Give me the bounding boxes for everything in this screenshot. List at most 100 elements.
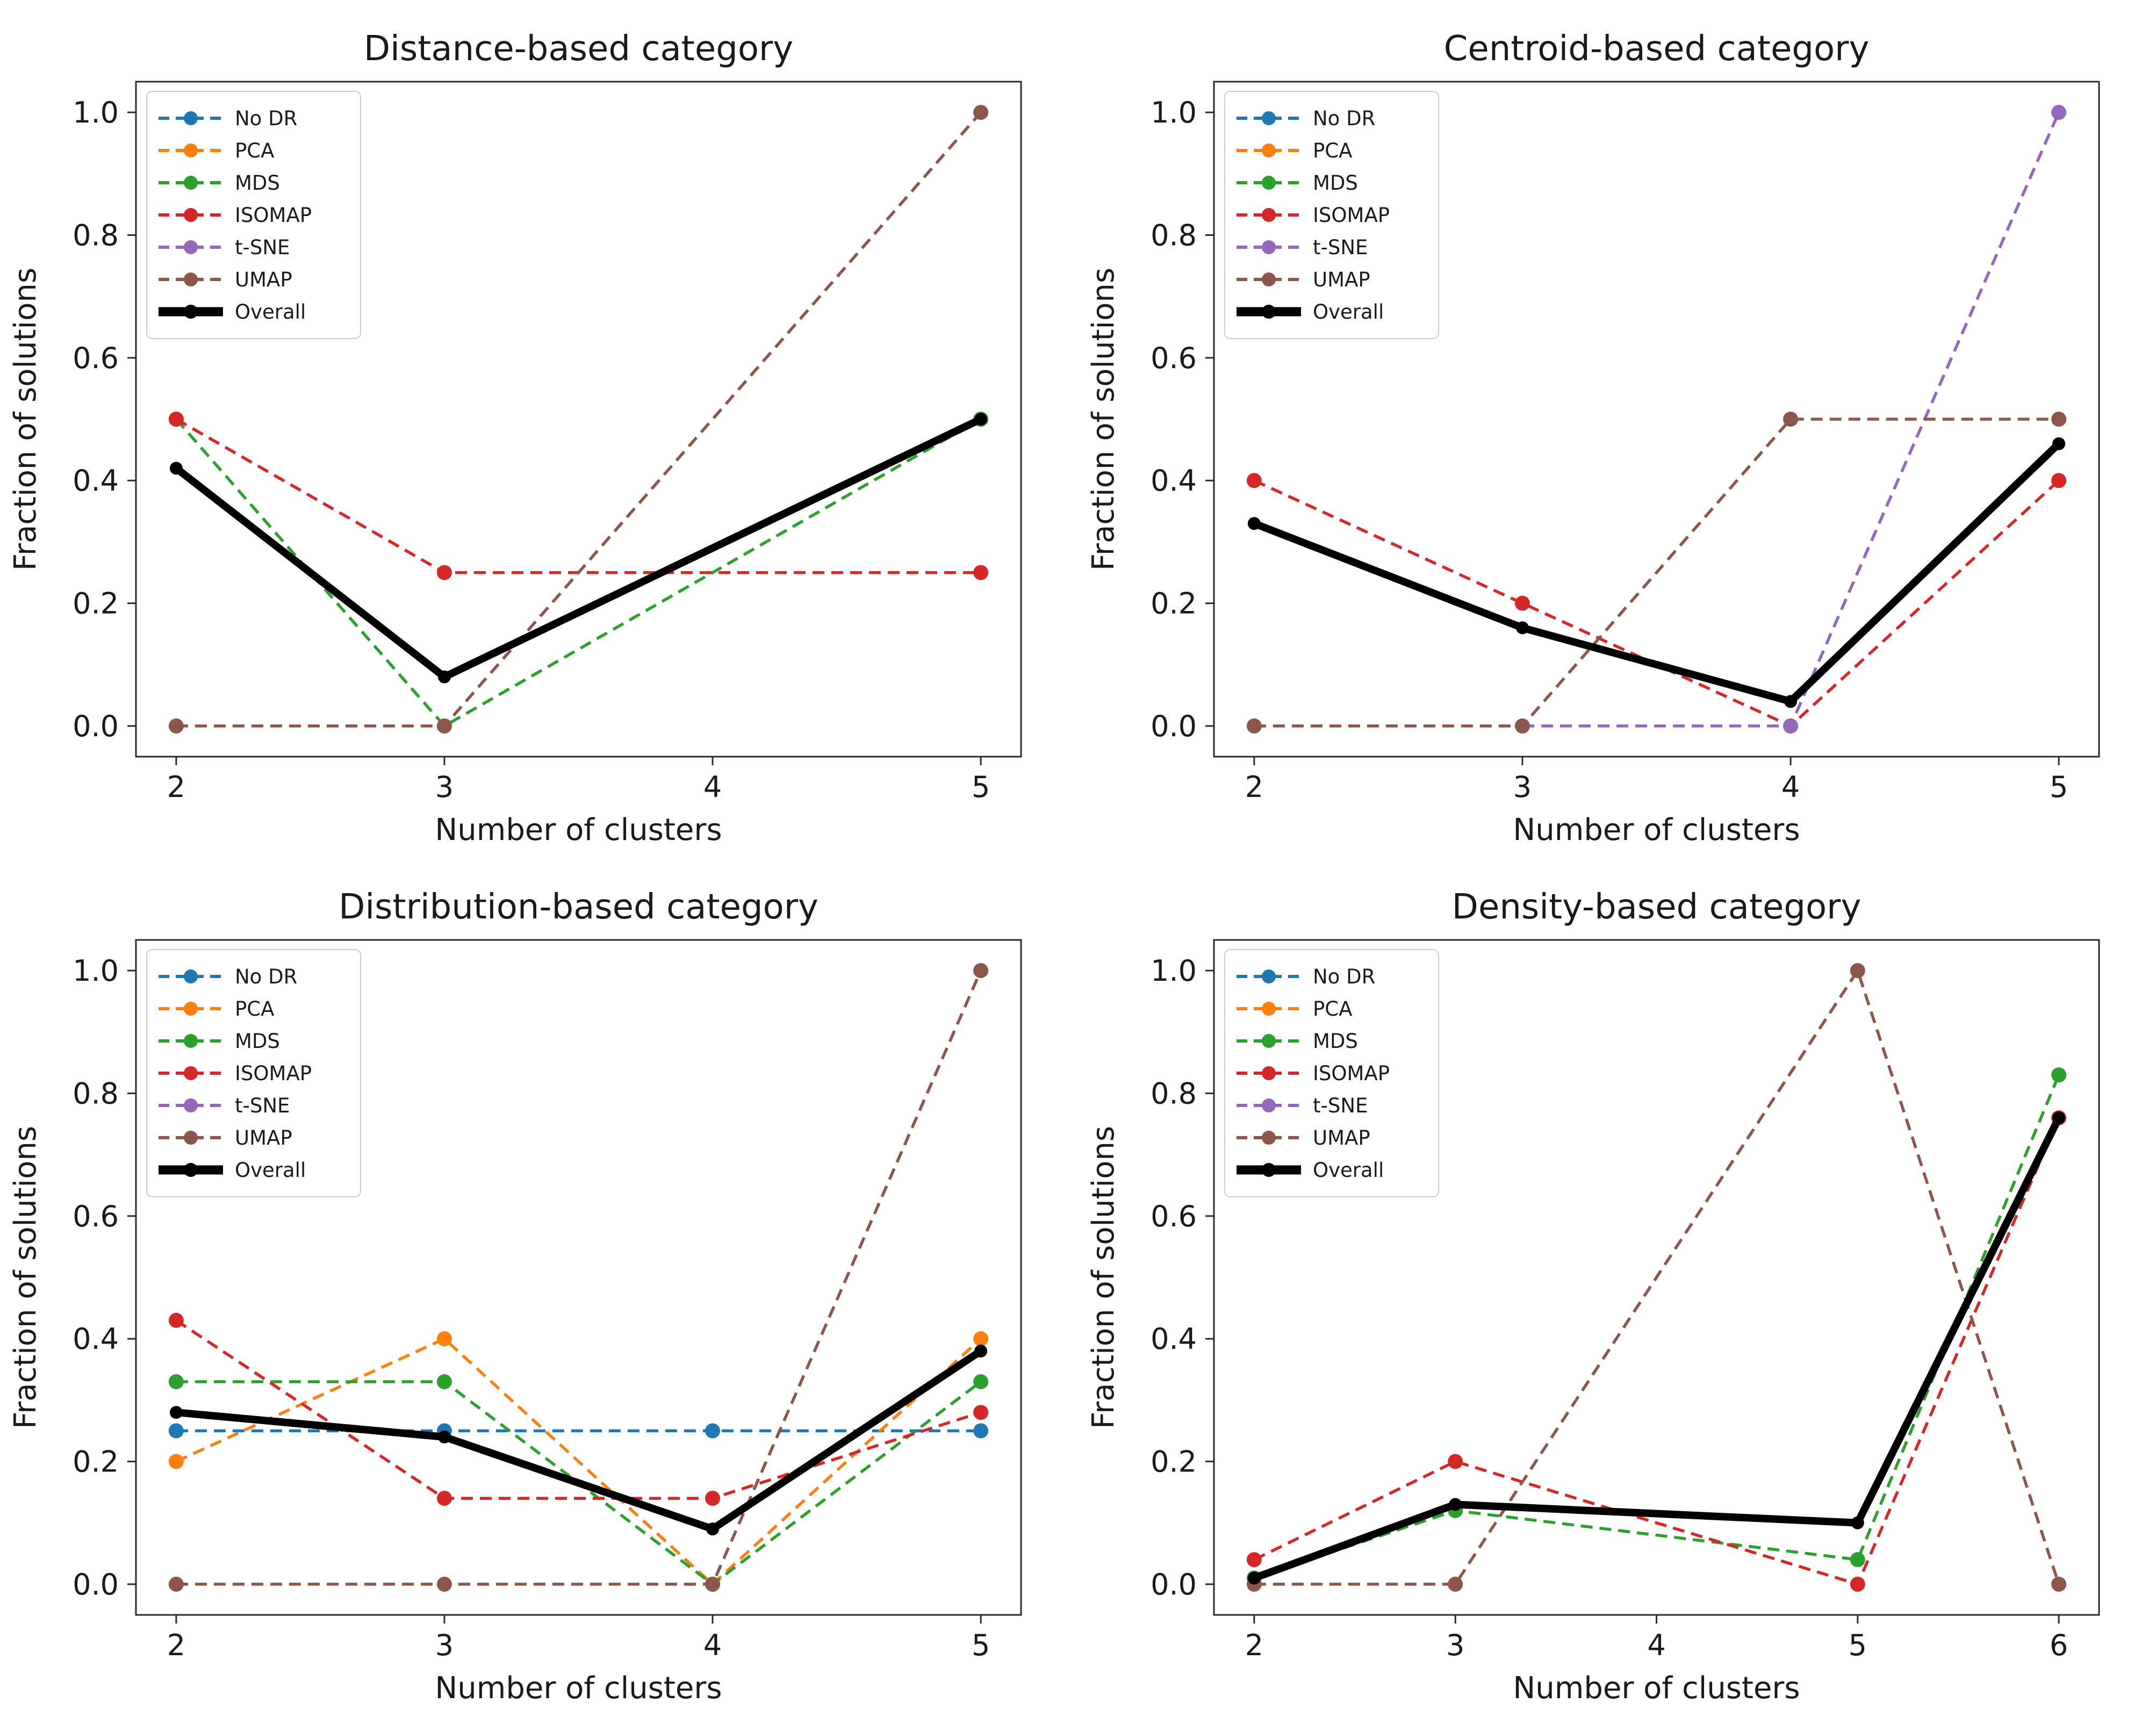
x-axis: 2 3 4 5 bbox=[1245, 757, 2068, 804]
legend-entry-Overall: Overall bbox=[159, 1159, 306, 1182]
series-Overall bbox=[169, 1345, 988, 1536]
data-point-UMAP-x3 bbox=[1514, 718, 1530, 734]
legend-label: t-SNE bbox=[1313, 236, 1368, 259]
data-point-No DR-x4 bbox=[705, 1423, 721, 1439]
legend-swatch-marker bbox=[184, 1066, 198, 1080]
y-tick-label: 1.0 bbox=[1151, 954, 1197, 988]
legend-box bbox=[1224, 949, 1439, 1197]
legend-label: PCA bbox=[235, 997, 274, 1021]
data-point-Overall-x2 bbox=[169, 462, 183, 475]
data-point-No DR-x2 bbox=[168, 1423, 184, 1439]
data-point-Overall-x5 bbox=[974, 413, 988, 426]
legend-swatch-marker bbox=[184, 1034, 198, 1048]
data-point-UMAP-x4 bbox=[705, 1576, 721, 1592]
legend-label: t-SNE bbox=[235, 236, 290, 259]
legend-entry-MDS: MDS bbox=[159, 171, 280, 195]
chart-title: Distance-based category bbox=[364, 29, 793, 69]
legend-label: PCA bbox=[1313, 997, 1352, 1021]
series-line-MDS bbox=[1254, 1074, 2060, 1580]
legend-entry-UMAP: UMAP bbox=[159, 1126, 292, 1150]
legend-label: Overall bbox=[1313, 1159, 1384, 1182]
x-tick-label: 5 bbox=[972, 1628, 990, 1662]
data-point-MDS-x2 bbox=[168, 1374, 184, 1390]
legend-entry-PCA: PCA bbox=[1237, 139, 1352, 162]
y-tick-label: 0.4 bbox=[73, 1322, 119, 1356]
legend-swatch-marker bbox=[184, 969, 198, 983]
legend-swatch-marker bbox=[184, 1002, 198, 1016]
data-point-No DR-x5 bbox=[973, 1423, 989, 1439]
x-tick-label: 2 bbox=[167, 1628, 185, 1662]
series-line-ISOMAP bbox=[175, 1319, 981, 1500]
legend-swatch-marker bbox=[184, 143, 198, 157]
legend-label: UMAP bbox=[235, 268, 292, 291]
series-line-MDS bbox=[175, 418, 982, 728]
chart-distance: Distance-based category 2 3 4 5 0.0 0.2 0.4 0.6 0… bbox=[0, 0, 1078, 858]
series-line-Overall bbox=[176, 1348, 983, 1533]
x-tick-label: 3 bbox=[1513, 770, 1532, 804]
data-point-UMAP-x2 bbox=[1246, 718, 1262, 734]
legend-entry-UMAP: UMAP bbox=[1237, 1126, 1370, 1150]
y-tick-label: 0.2 bbox=[1151, 1445, 1197, 1479]
legend-swatch-marker bbox=[1262, 111, 1276, 125]
legend-entry-MDS: MDS bbox=[159, 1030, 280, 1053]
data-point-ISOMAP-x4 bbox=[705, 1491, 721, 1506]
legend-swatch-marker bbox=[1262, 176, 1276, 190]
data-point-UMAP-x2 bbox=[168, 718, 184, 734]
legend: No DR PCA MDS ISOMAP t-SNE UMAP Overall bbox=[146, 949, 361, 1197]
y-tick-label: 0.4 bbox=[73, 464, 119, 498]
y-tick-label: 0.8 bbox=[73, 1076, 119, 1110]
series-ISOMAP bbox=[168, 412, 989, 580]
legend-swatch-marker bbox=[184, 1098, 198, 1112]
y-axis-label: Fraction of solutions bbox=[1086, 1126, 1121, 1429]
data-point-ISOMAP-x3 bbox=[436, 1491, 452, 1506]
legend-label: PCA bbox=[235, 139, 274, 162]
y-tick-label: 0.6 bbox=[1151, 1199, 1197, 1233]
legend-entry-No DR: No DR bbox=[159, 965, 297, 988]
chart-title: Centroid-based category bbox=[1444, 29, 1870, 69]
legend-label: UMAP bbox=[1313, 268, 1370, 291]
data-point-ISOMAP-x2 bbox=[1246, 473, 1262, 488]
data-point-ISOMAP-x2 bbox=[1246, 1552, 1262, 1568]
chart-title: Distribution-based category bbox=[339, 887, 818, 927]
legend-label: ISOMAP bbox=[1313, 204, 1390, 227]
data-point-ISOMAP-x3 bbox=[1514, 595, 1530, 611]
legend-label: No DR bbox=[235, 965, 297, 988]
data-point-Overall-x5 bbox=[1851, 1516, 1864, 1529]
x-axis-label: Number of clusters bbox=[1513, 1671, 1800, 1706]
data-point-PCA-x3 bbox=[436, 1331, 452, 1347]
data-point-Overall-x2 bbox=[1247, 517, 1261, 530]
series-UMAP bbox=[1246, 412, 2067, 734]
legend-swatch-marker bbox=[184, 111, 198, 125]
legend-swatch-marker bbox=[1262, 1034, 1276, 1048]
x-axis: 2 3 4 5 6 bbox=[1245, 1615, 2068, 1662]
data-point-PCA-x2 bbox=[168, 1454, 184, 1469]
legend-swatch-marker bbox=[1262, 272, 1276, 286]
legend: No DR PCA MDS ISOMAP t-SNE UMAP Overall bbox=[1224, 949, 1439, 1197]
legend-label: PCA bbox=[1313, 139, 1352, 162]
x-tick-label: 3 bbox=[435, 770, 454, 804]
legend-swatch-marker bbox=[184, 176, 198, 190]
x-tick-label: 4 bbox=[703, 770, 722, 804]
y-tick-label: 0.8 bbox=[1151, 1076, 1197, 1110]
legend-label: t-SNE bbox=[1313, 1094, 1368, 1117]
legend: No DR PCA MDS ISOMAP t-SNE UMAP Overall bbox=[146, 91, 361, 339]
x-tick-label: 6 bbox=[2050, 1628, 2068, 1662]
legend-swatch-marker bbox=[184, 1163, 198, 1177]
legend-label: MDS bbox=[235, 1030, 280, 1053]
legend-entry-t-SNE: t-SNE bbox=[159, 1094, 290, 1117]
plot-spines bbox=[135, 81, 1022, 758]
legend-label: ISOMAP bbox=[235, 1062, 312, 1085]
data-point-ISOMAP-x2 bbox=[168, 412, 184, 427]
data-point-Overall-x3 bbox=[1449, 1498, 1462, 1511]
legend-label: Overall bbox=[235, 300, 306, 324]
series-line-UMAP bbox=[1254, 418, 2059, 728]
legend-entry-ISOMAP: ISOMAP bbox=[159, 1062, 312, 1085]
legend-label: MDS bbox=[1313, 1030, 1358, 1053]
series-Overall bbox=[1247, 1111, 2066, 1585]
data-point-Overall-x4 bbox=[706, 1522, 720, 1536]
legend-entry-Overall: Overall bbox=[1237, 300, 1384, 324]
chart-distribution: Distribution-based category 2 3 4 5 0.0 0.2 0.4… bbox=[0, 858, 1078, 1717]
y-axis: 0.0 0.2 0.4 0.6 0.8 1.0 bbox=[1151, 96, 1214, 743]
legend-swatch-marker bbox=[184, 272, 198, 286]
